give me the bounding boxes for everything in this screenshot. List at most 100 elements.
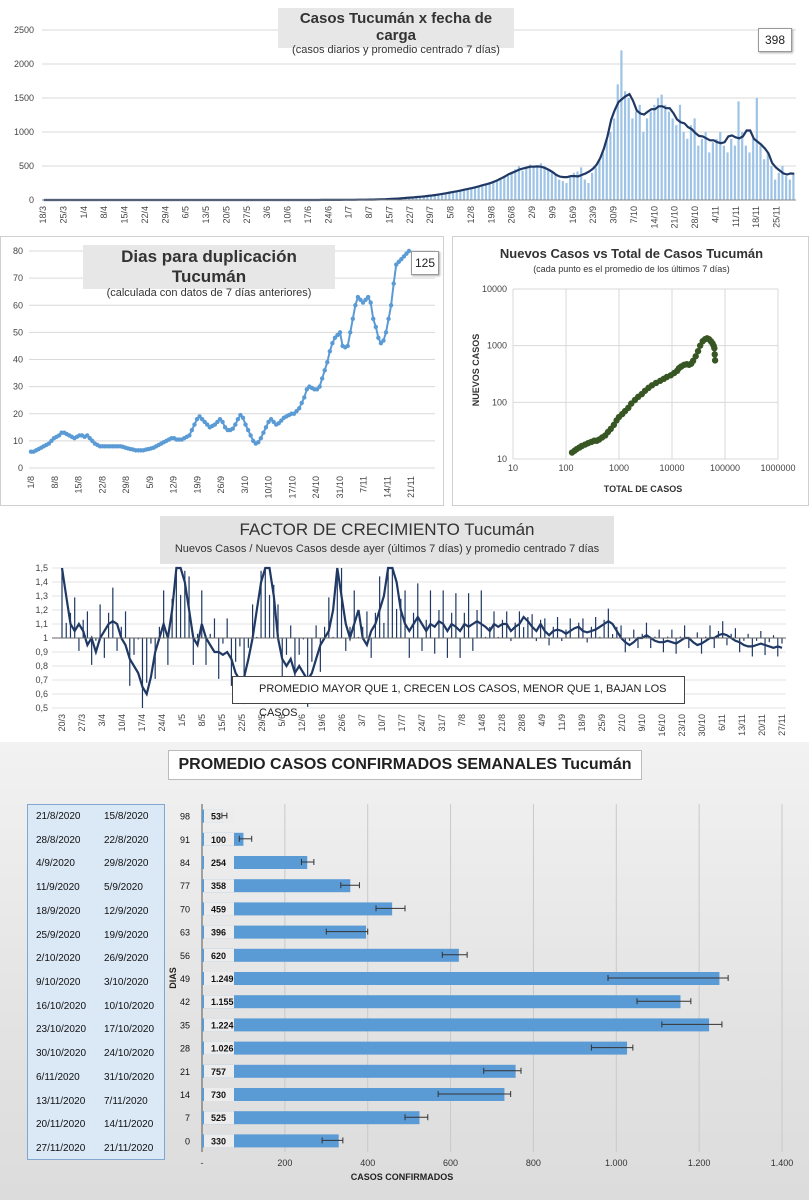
week-start-date: 26/9/2020 [104, 953, 149, 965]
weekly-average-bar [202, 972, 720, 985]
daily-case-bar [623, 91, 627, 200]
growth-factor-chart-panel: 1,5 1,4 1,3 1,2 1,1 1 0,9 0,8 0,7 0,6 0,5 20/3 27/3 3… [0, 510, 809, 740]
daily-case-bar [634, 111, 638, 200]
week-start-date: 19/9/2020 [104, 929, 149, 941]
daily-case-bar [605, 140, 608, 200]
daily-case-bar [616, 84, 619, 200]
y-tick-label: 1,4 [35, 577, 48, 587]
x-tick-label: 7/11 [359, 476, 369, 493]
x-tick-label: 12/6 [297, 714, 307, 732]
daily-case-bar [678, 104, 682, 200]
weeks-table: 21/8/2020 15/8/2020 28/8/2020 22/8/2020 4/9/… [27, 804, 165, 1160]
week-end-date: 18/9/2020 [36, 905, 81, 917]
daily-case-bar [704, 132, 707, 200]
growth-factor-note: PROMEDIO MAYOR QUE 1, CRECEN LOS CASOS, … [232, 676, 685, 719]
daily-cases-subtitle: (casos diarios y promedio centrado 7 día… [292, 44, 500, 56]
week-end-date: 25/9/2020 [36, 929, 81, 941]
daily-case-bar [602, 152, 605, 200]
daily-case-bar [594, 167, 597, 200]
daily-case-bar [419, 196, 422, 200]
daily-case-bar [755, 98, 758, 200]
y-tick-label: 1500 [14, 93, 34, 103]
weekly-average-bar [202, 1041, 628, 1055]
y-tick-label: 1,2 [35, 605, 48, 615]
daily-case-bar [440, 193, 444, 200]
x-tick-label: 1/8 [26, 476, 36, 489]
daily-case-bar [433, 195, 436, 200]
daily-case-bar [781, 166, 784, 200]
x-tick-label: 26/9 [216, 476, 226, 494]
dias-tick-label: 91 [180, 835, 190, 845]
daily-case-bar [550, 171, 553, 200]
week-start-date: 15/8/2020 [104, 810, 149, 822]
daily-case-bar [528, 164, 532, 200]
daily-case-bar [470, 187, 473, 200]
doubling-days-point [373, 324, 378, 330]
x-tick-label: 22/5 [237, 714, 247, 732]
daily-case-bar [451, 191, 455, 200]
y-tick-label: 1000 [14, 127, 34, 137]
y-tick-label: 10 [497, 454, 507, 464]
dias-tick-label: 63 [180, 928, 190, 938]
daily-case-bar [726, 152, 729, 200]
x-tick-label: 17/4 [137, 714, 147, 732]
bar-value-label: 757 [211, 1067, 226, 1077]
daily-case-bar [565, 183, 568, 200]
y-tick-label: 40 [13, 355, 23, 365]
bar-value-label: 100 [211, 835, 226, 845]
daily-case-bar [484, 184, 488, 200]
y-tick-label: 100 [492, 397, 507, 407]
x-tick-label: 14/10 [649, 206, 659, 229]
week-start-date: 5/9/2020 [104, 882, 143, 894]
x-tick-label: 27/3 [77, 714, 87, 732]
x-tick-label: 400 [360, 1158, 375, 1168]
y-tick-label: 0,8 [35, 661, 48, 671]
week-end-date: 28/8/2020 [36, 834, 81, 846]
daily-case-bar [642, 132, 645, 200]
doubling-days-point [245, 427, 251, 433]
daily-case-bar [612, 118, 616, 200]
x-tick-label: 15/5 [217, 714, 227, 732]
daily-case-bar [444, 193, 447, 200]
x-tick-label: 10/6 [283, 206, 293, 224]
week-end-date: 20/11/2020 [36, 1119, 86, 1131]
x-tick-label: 18/11 [751, 206, 761, 228]
doubling-days-point [233, 422, 238, 427]
daily-case-bar [477, 186, 480, 200]
dias-tick-label: 14 [180, 1090, 190, 1100]
daily-case-bar [627, 98, 630, 200]
daily-case-bar [777, 172, 780, 200]
daily-case-bar [598, 159, 601, 200]
daily-case-bar [792, 172, 795, 200]
y-tick-label: 10000 [482, 284, 507, 294]
x-tick-label: 29/8 [121, 476, 131, 494]
daily-case-bar [572, 172, 575, 200]
x-tick-label: 19/8 [486, 206, 496, 224]
daily-case-bar [759, 145, 762, 200]
doubling-days-point [337, 330, 343, 335]
weekly-average-bar [202, 1088, 505, 1101]
x-tick-label: 24/10 [311, 476, 321, 499]
weekly-average-bar [202, 1111, 420, 1125]
x-tick-label: 10/10 [264, 476, 274, 499]
weekly-average-bar [202, 902, 393, 916]
week-start-date: 12/9/2020 [104, 905, 149, 917]
week-start-date: 22/8/2020 [104, 834, 149, 846]
bar-value-label: 254 [211, 858, 226, 868]
daily-case-bar [620, 50, 623, 201]
daily-case-bar [741, 132, 744, 200]
daily-case-bar [715, 138, 718, 200]
doubling-days-point [256, 440, 261, 445]
x-tick-label: 27/5 [242, 206, 252, 224]
x-tick-label: 29/7 [425, 206, 435, 224]
x-tick-label: 5/6 [277, 714, 287, 727]
daily-case-bar [558, 179, 561, 200]
x-tick-label: 5/9 [145, 476, 155, 489]
week-end-date: 16/10/2020 [36, 1000, 87, 1012]
daily-case-bar [481, 185, 484, 200]
bar-value-label: 1.224 [211, 1020, 234, 1030]
daily-case-bar [448, 192, 451, 200]
x-tick-label: 20/3 [57, 714, 67, 732]
daily-case-bar [631, 118, 634, 200]
x-tick-label: 14/8 [477, 714, 487, 732]
